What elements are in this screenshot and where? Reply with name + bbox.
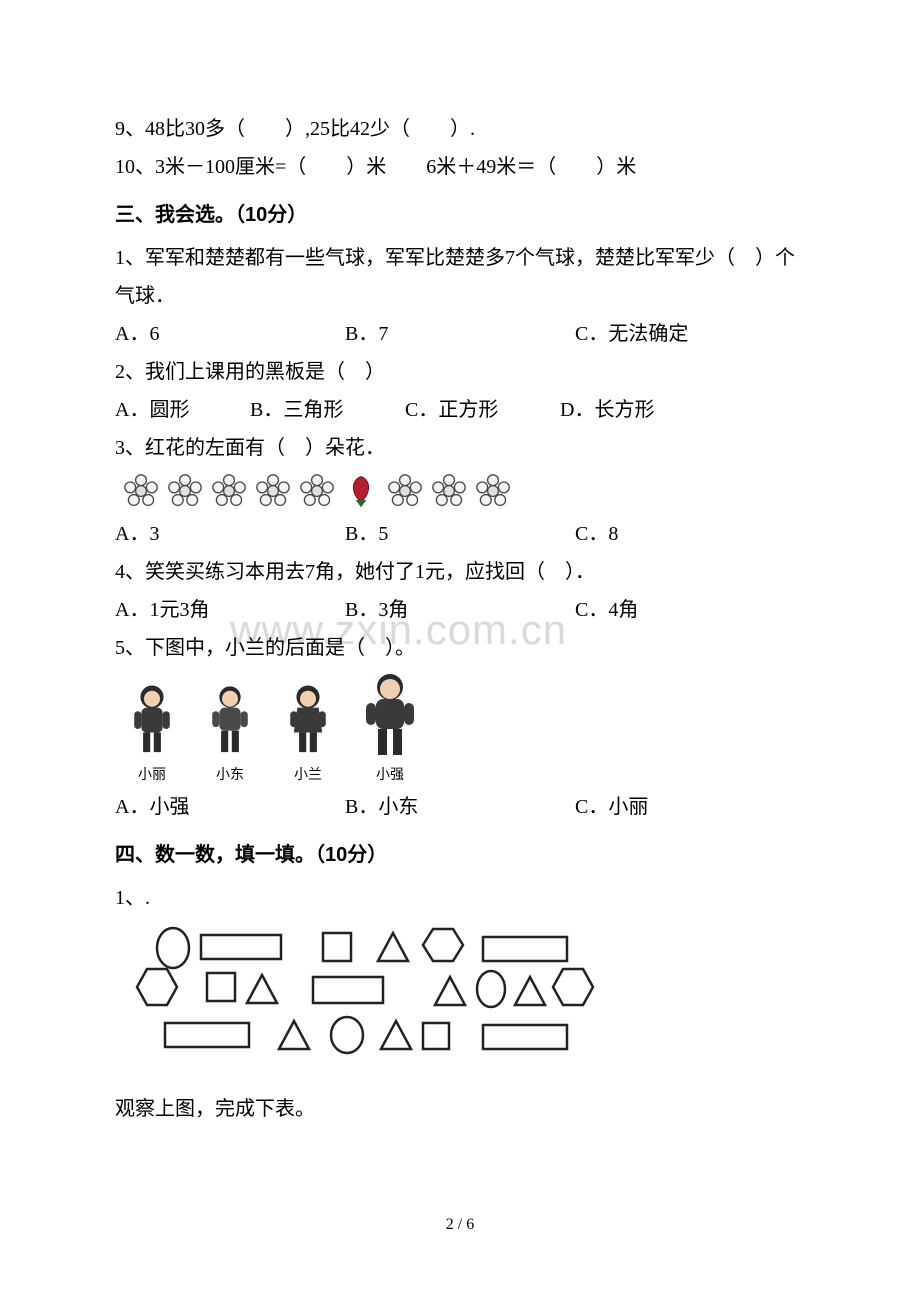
sec3-q1-options: A．6 B．7 C．无法确定 [115,315,805,353]
child-label: 小强 [376,761,404,788]
flower-icon [167,473,203,509]
children-row: 小丽 小东 小兰 [123,671,805,788]
sec3-q2-options: A．圆形 B．三角形 C．正方形 D．长方形 [115,391,805,429]
shapes-figure [123,923,805,1086]
section-4-title: 四、数一数，填一填。（10分） [115,836,805,874]
sec3-q5-optB: B．小东 [345,788,575,826]
child-icon [201,681,259,761]
sec3-q2-optA: A．圆形 [115,391,245,429]
page-number: 2 / 6 [0,1210,920,1240]
child-icon [357,671,423,761]
flower-row [123,473,805,509]
sec4-caption: 观察上图，完成下表。 [115,1090,805,1128]
question-10: 10、3米－100厘米=（ ）米 6米＋49米＝（ ）米 [115,148,805,186]
sec3-q5-optA: A．小强 [115,788,345,826]
child-xiaolan: 小兰 [279,681,337,788]
sec3-q5-options: A．小强 B．小东 C．小丽 [115,788,805,826]
sec3-q3-optB: B．5 [345,515,575,553]
child-xiaodong: 小东 [201,681,259,788]
sec3-q1-text: 1、军军和楚楚都有一些气球，军军比楚楚多7个气球，楚楚比军军少（ ）个气球． [115,239,805,315]
sec3-q3-options: A．3 B．5 C．8 [115,515,805,553]
sec3-q3-optC: C．8 [575,515,805,553]
flower-icon [387,473,423,509]
sec3-q2-optB: B．三角形 [250,391,400,429]
sec3-q4-optB: B．3角 [345,591,575,629]
flower-icon [211,473,247,509]
child-xiaoli: 小丽 [123,681,181,788]
child-icon [279,681,337,761]
child-label: 小东 [216,761,244,788]
sec3-q5-optC: C．小丽 [575,788,805,826]
sec3-q2-text: 2、我们上课用的黑板是（ ） [115,353,805,391]
child-label: 小兰 [294,761,322,788]
sec3-q4-options: A．1元3角 B．3角 C．4角 [115,591,805,629]
flower-icon [431,473,467,509]
sec3-q3-optA: A．3 [115,515,345,553]
child-xiaoqiang: 小强 [357,671,423,788]
rose-icon [343,473,379,509]
section-3-title: 三、我会选。（10分） [115,196,805,234]
sec3-q2-optC: C．正方形 [405,391,555,429]
flower-icon [123,473,159,509]
sec3-q5-text: 5、下图中，小兰的后面是（ ）。 [115,629,805,667]
child-icon [123,681,181,761]
sec3-q1-optB: B．7 [345,315,575,353]
sec4-q1-label: 1、. [115,879,805,917]
flower-icon [299,473,335,509]
sec3-q1-optA: A．6 [115,315,345,353]
child-label: 小丽 [138,761,166,788]
sec3-q4-text: 4、笑笑买练习本用去7角，她付了1元，应找回（ ）． [115,553,805,591]
sec3-q2-optD: D．长方形 [560,399,654,421]
sec3-q4-optA: A．1元3角 [115,591,345,629]
sec3-q4-optC: C．4角 [575,591,805,629]
flower-icon [475,473,511,509]
sec3-q3-text: 3、红花的左面有（ ）朵花． [115,429,805,467]
question-9: 9、48比30多（ ）,25比42少（ ）. [115,110,805,148]
page-content: 9、48比30多（ ）,25比42少（ ）. 10、3米－100厘米=（ ）米 … [115,110,805,1128]
sec3-q1-optC: C．无法确定 [575,315,805,353]
flower-icon [255,473,291,509]
